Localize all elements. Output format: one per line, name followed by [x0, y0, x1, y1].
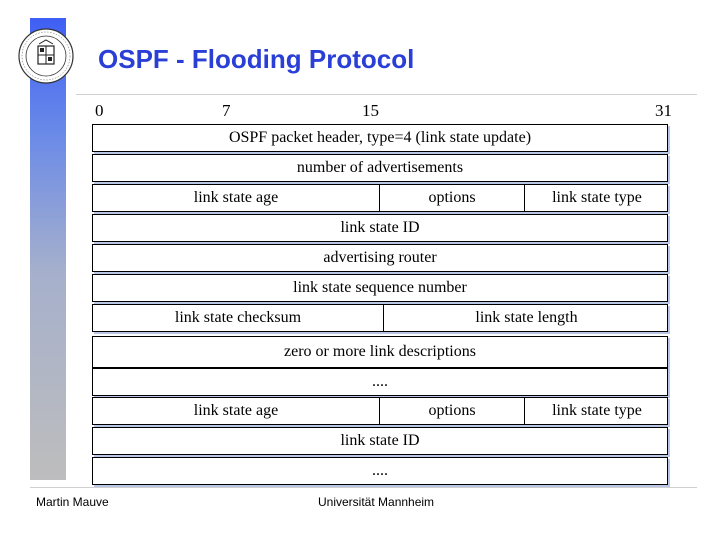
field-link-descriptions: zero or more link descriptions [284, 343, 476, 360]
footer-institution: Universität Mannheim [318, 495, 435, 509]
field-options: options [379, 398, 524, 424]
packet-row-num-ads: number of advertisements [92, 154, 668, 182]
field-ellipsis: .... [372, 373, 388, 390]
university-seal-icon [18, 28, 74, 84]
field-link-state-length: link state length [383, 305, 669, 331]
packet-row-header: OSPF packet header, type=4 (link state u… [92, 124, 668, 152]
field-link-state-type: link state type [524, 398, 669, 424]
bit-label-7: 7 [222, 101, 231, 120]
packet-row-ellipsis-2: .... [92, 457, 668, 485]
packet-row-ellipsis-1: .... [92, 368, 668, 396]
packet-row-age-options-type-2: link state age options link state type [92, 397, 668, 425]
field-advertising-router: advertising router [323, 249, 437, 266]
field-link-state-id: link state ID [340, 219, 420, 236]
packet-row-seq-num: link state sequence number [92, 274, 668, 302]
bit-label-31: 31 [655, 101, 672, 120]
packet-row-ls-id-2: link state ID [92, 427, 668, 455]
packet-row-ls-id: link state ID [92, 214, 668, 242]
field-number-of-advertisements: number of advertisements [296, 159, 464, 176]
footer-author: Martin Mauve [36, 495, 109, 509]
field-link-state-checksum: link state checksum [174, 309, 302, 326]
footer-divider [30, 487, 697, 488]
decorative-side-bar [30, 18, 66, 480]
bit-label-0: 0 [95, 101, 104, 120]
field-link-state-age: link state age [193, 402, 279, 419]
field-options: options [379, 185, 524, 211]
field-link-state-sequence-number: link state sequence number [293, 279, 467, 296]
field-ellipsis: .... [372, 462, 388, 479]
bit-label-15: 15 [362, 101, 379, 120]
packet-row-adv-router: advertising router [92, 244, 668, 272]
packet-row-age-options-type: link state age options link state type [92, 184, 668, 212]
packet-row-link-descriptions: zero or more link descriptions [92, 336, 668, 368]
field-link-state-id: link state ID [340, 432, 420, 449]
field-link-state-type: link state type [524, 185, 669, 211]
packet-row-checksum-length: link state checksum link state length [92, 304, 668, 332]
slide-title: OSPF - Flooding Protocol [98, 44, 415, 74]
field-link-state-age: link state age [193, 189, 279, 206]
field-packet-header: OSPF packet header, type=4 (link state u… [228, 129, 532, 146]
title-divider [76, 94, 697, 95]
